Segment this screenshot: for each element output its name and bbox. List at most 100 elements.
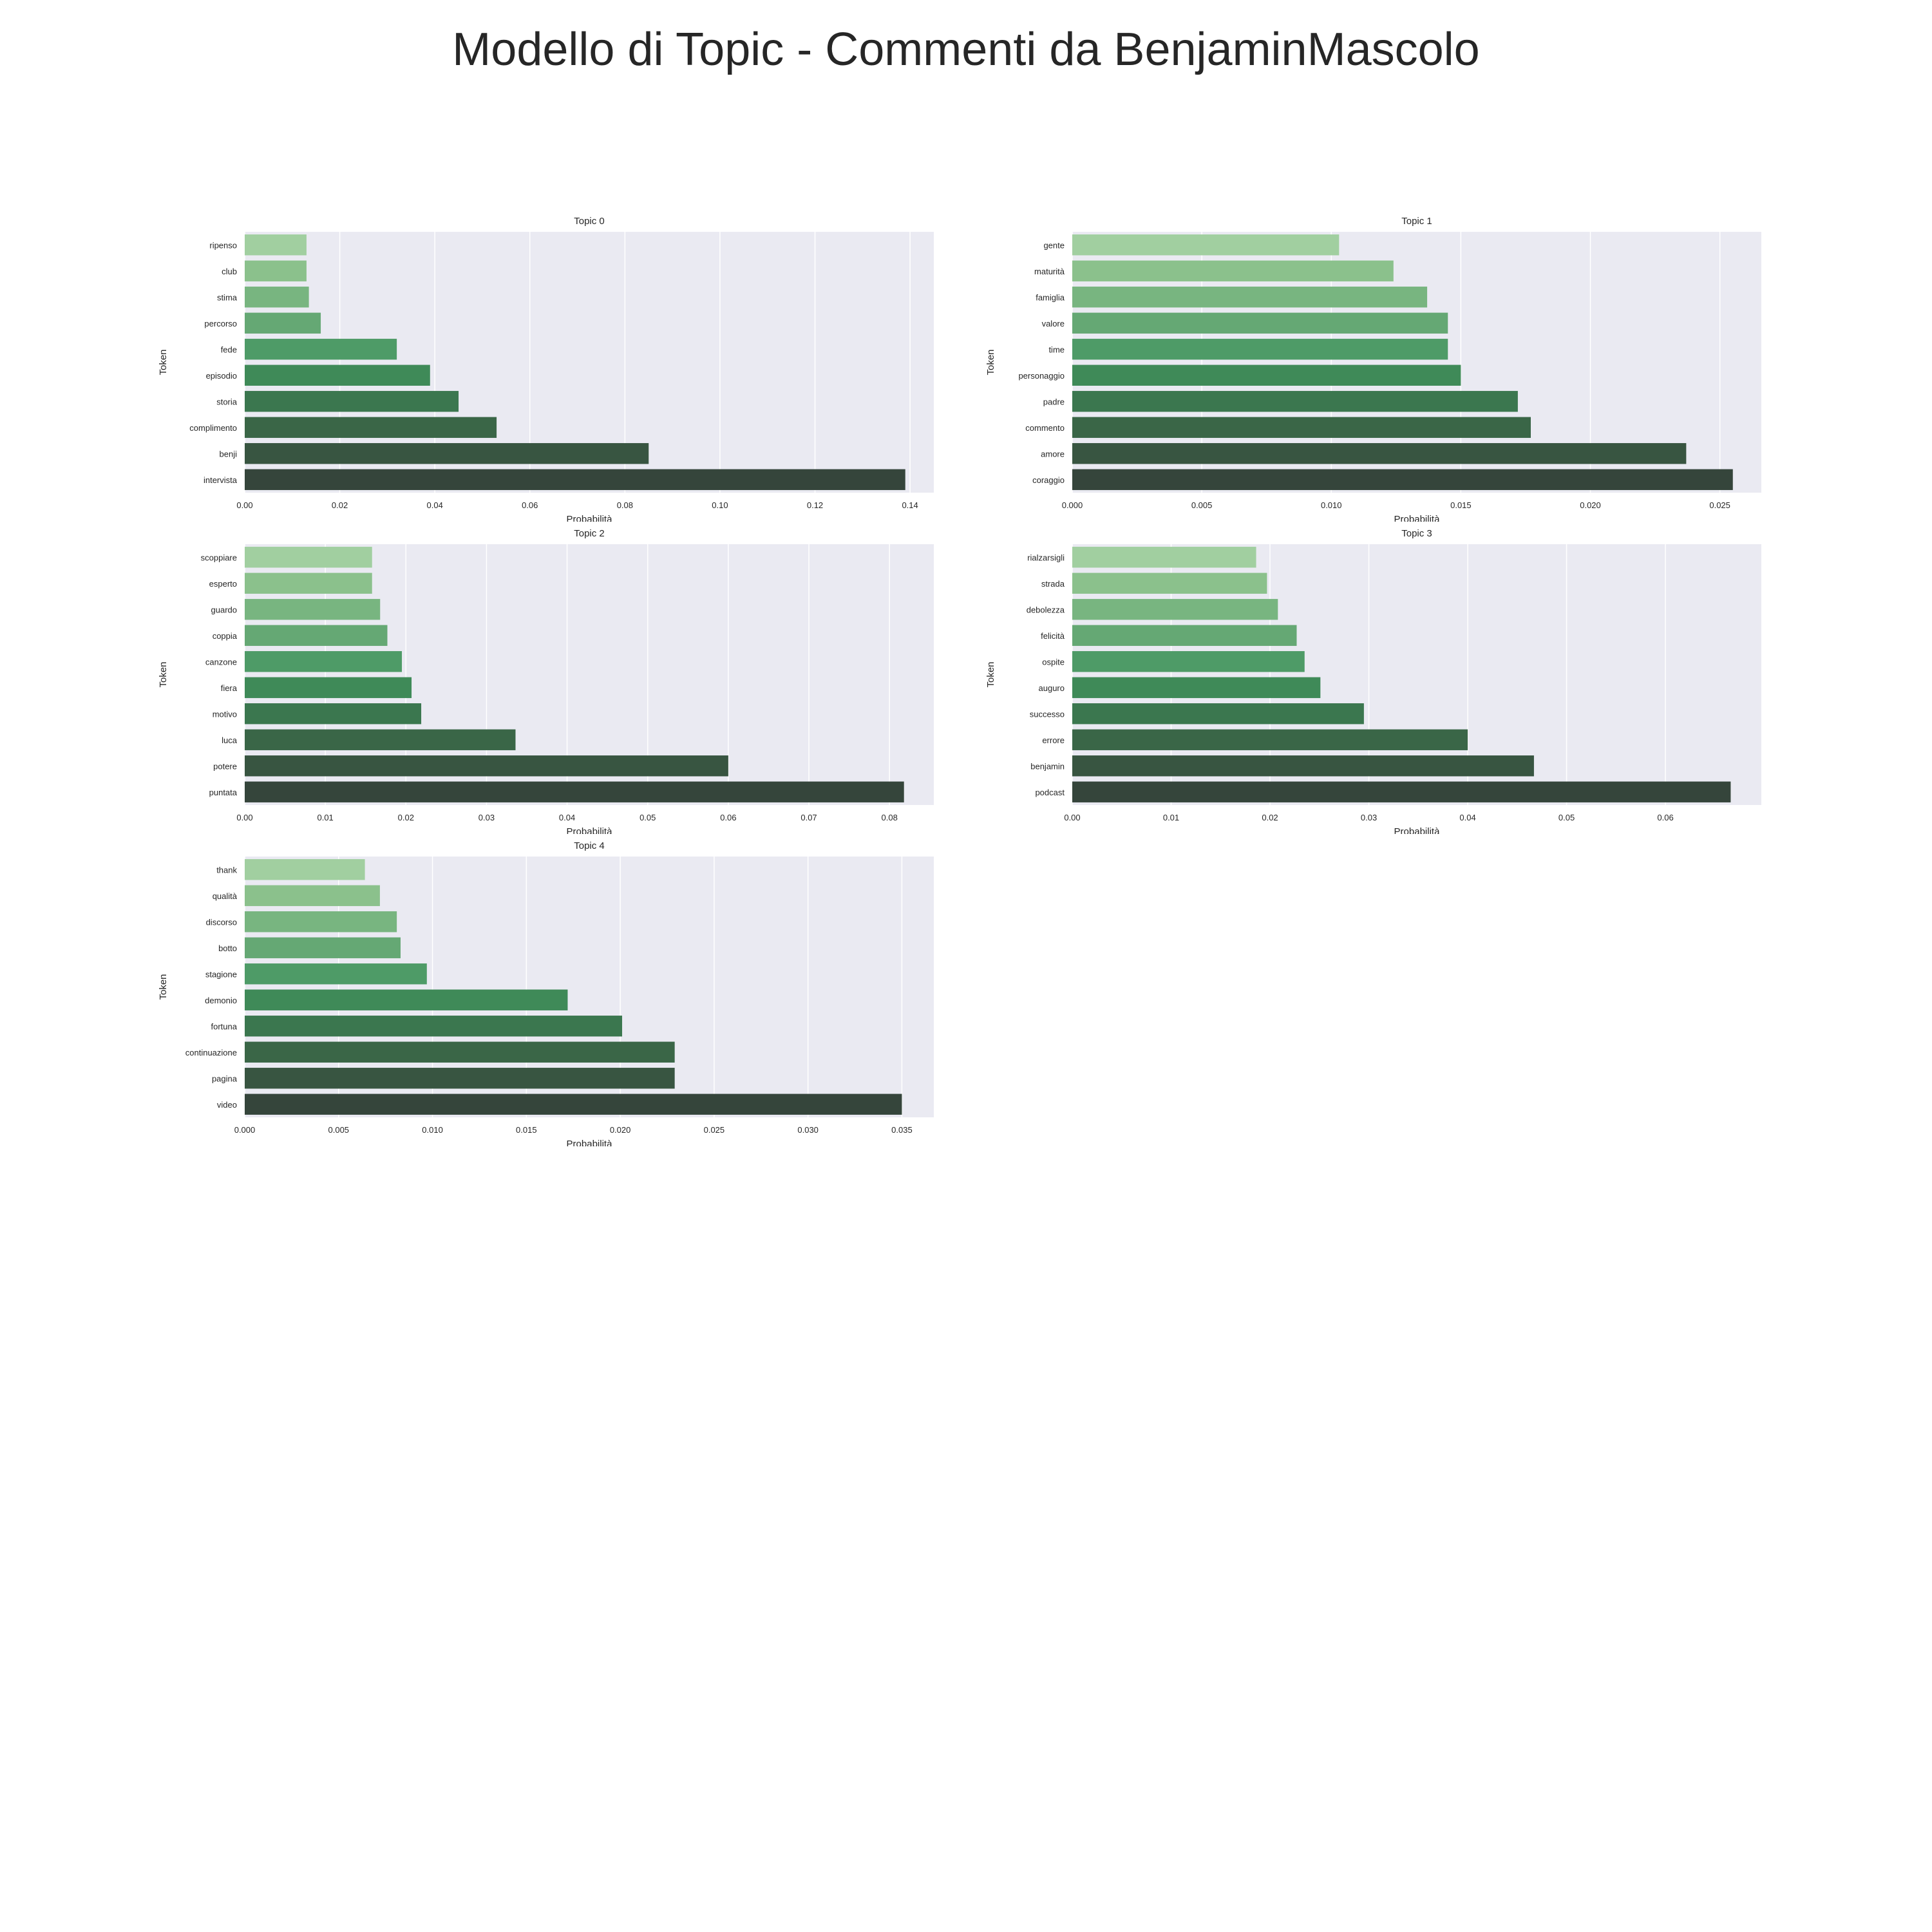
y-tick-label: podcast <box>1035 788 1065 797</box>
y-tick-label: auguro <box>1039 683 1065 693</box>
y-tick-label: canzone <box>205 657 237 667</box>
y-tick-label: thank <box>216 865 237 875</box>
bar-fede <box>245 339 397 360</box>
bar-qualita <box>245 885 380 906</box>
x-tick-label: 0.12 <box>807 500 823 510</box>
y-tick-label: pagina <box>212 1074 238 1083</box>
x-tick-label: 0.06 <box>1657 813 1673 822</box>
bar-continuazione <box>245 1041 675 1063</box>
y-tick-label: coraggio <box>1032 475 1065 485</box>
y-tick-label: errore <box>1042 735 1065 745</box>
x-tick-label: 0.04 <box>427 500 443 510</box>
bar-botto <box>245 937 401 958</box>
topic-4-panel: Topic 4 0.000 0.005 0.010 0.015 0.020 0.025 0.0… <box>148 837 1088 1146</box>
bar-commento <box>1072 417 1531 438</box>
x-tick-label: 0.00 <box>1064 813 1080 822</box>
y-tick-label: motivo <box>213 709 237 719</box>
bar-ospite <box>1072 651 1305 672</box>
bar-complimento <box>245 417 497 438</box>
bar-thank <box>245 859 365 880</box>
x-tick-label: 0.005 <box>1191 500 1213 510</box>
bar-coraggio <box>1072 469 1733 490</box>
bar-scoppiare <box>245 547 372 568</box>
chart-svg: Topic 3 0.00 0.01 0.02 0.03 0.04 0.05 0.06 rialz… <box>985 528 1761 834</box>
bar-intervista <box>245 469 905 490</box>
y-tick-label: guardo <box>211 605 237 614</box>
bar-demonio <box>245 989 568 1010</box>
chart-title: Topic 3 <box>1401 528 1432 539</box>
x-tick-label: 0.04 <box>1459 813 1475 822</box>
y-tick-label: benji <box>220 449 238 459</box>
bar-motivo <box>245 703 422 724</box>
y-axis-label: Token <box>985 661 996 687</box>
x-tick-label: 0.01 <box>317 813 333 822</box>
bar-benji <box>245 443 649 464</box>
x-tick-label: 0.03 <box>478 813 495 822</box>
bar-percorso <box>245 312 321 334</box>
x-tick-label: 0.000 <box>234 1125 256 1135</box>
x-tick-label: 0.00 <box>236 813 252 822</box>
y-axis-label: Token <box>158 349 169 375</box>
y-tick-label: fortuna <box>211 1021 238 1031</box>
bar-canzone <box>245 651 402 672</box>
bar-successo <box>1072 703 1364 724</box>
y-axis-label: Token <box>158 974 169 999</box>
topic-3-panel: Topic 3 0.00 0.01 0.02 0.03 0.04 0.05 0.06 rialz… <box>976 525 1916 834</box>
x-tick-label: 0.035 <box>891 1125 913 1135</box>
bar-felicita <box>1072 625 1297 646</box>
chart-title: Topic 0 <box>574 216 605 227</box>
y-tick-label: scoppiare <box>201 553 237 562</box>
chart-title: Topic 4 <box>574 840 605 851</box>
x-tick-label: 0.01 <box>1163 813 1179 822</box>
x-tick-label: 0.07 <box>800 813 817 822</box>
y-tick-label: padre <box>1043 397 1065 406</box>
x-axis-label: Probabilità <box>1394 514 1441 522</box>
bar-rialzarsigli <box>1072 547 1256 568</box>
y-tick-label: strada <box>1041 579 1065 589</box>
x-axis-label: Probabilità <box>567 514 613 522</box>
y-tick-label: storia <box>216 397 238 406</box>
bar-stima <box>245 287 309 308</box>
y-tick-label: coppia <box>213 631 238 641</box>
x-tick-label: 0.05 <box>639 813 656 822</box>
x-tick-label: 0.015 <box>1450 500 1472 510</box>
bar-debolezza <box>1072 599 1278 620</box>
y-tick-label: benjamin <box>1030 761 1065 771</box>
bar-strada <box>1072 573 1267 594</box>
bar-amore <box>1072 443 1687 464</box>
x-tick-label: 0.08 <box>882 813 898 822</box>
x-tick-label: 0.00 <box>236 500 252 510</box>
bar-esperto <box>245 573 372 594</box>
y-tick-label: percorso <box>204 319 237 328</box>
chart-title: Topic 2 <box>574 528 605 539</box>
y-tick-label: fede <box>221 345 237 354</box>
y-tick-label: famiglia <box>1036 292 1065 302</box>
x-tick-label: 0.08 <box>617 500 633 510</box>
y-tick-label: stagione <box>205 969 237 979</box>
y-tick-label: maturità <box>1034 267 1065 276</box>
bar-discorso <box>245 911 397 933</box>
y-tick-label: time <box>1048 345 1065 354</box>
y-tick-label: complimento <box>189 423 237 433</box>
y-axis-label: Token <box>158 661 169 687</box>
x-tick-label: 0.02 <box>1262 813 1278 822</box>
y-axis-label: Token <box>985 349 996 375</box>
bar-stagione <box>245 963 427 985</box>
chart-svg: Topic 0 0.00 0.02 0.04 0.06 0.08 0.10 0.12 0.14 r… <box>158 216 934 522</box>
y-tick-label: demonio <box>205 996 237 1005</box>
y-tick-label: video <box>217 1100 237 1110</box>
bar-errore <box>1072 729 1468 750</box>
bar-personaggio <box>1072 365 1461 386</box>
x-tick-label: 0.06 <box>720 813 736 822</box>
y-tick-label: felicità <box>1041 631 1065 641</box>
x-tick-label: 0.020 <box>610 1125 631 1135</box>
x-tick-label: 0.06 <box>522 500 538 510</box>
y-tick-label: ospite <box>1042 657 1065 667</box>
bar-storia <box>245 391 459 412</box>
y-tick-label: discorso <box>206 917 237 927</box>
x-tick-label: 0.000 <box>1062 500 1083 510</box>
x-tick-label: 0.04 <box>559 813 575 822</box>
x-tick-label: 0.010 <box>422 1125 443 1135</box>
y-tick-label: debolezza <box>1027 605 1065 614</box>
bar-ripenso <box>245 234 307 256</box>
